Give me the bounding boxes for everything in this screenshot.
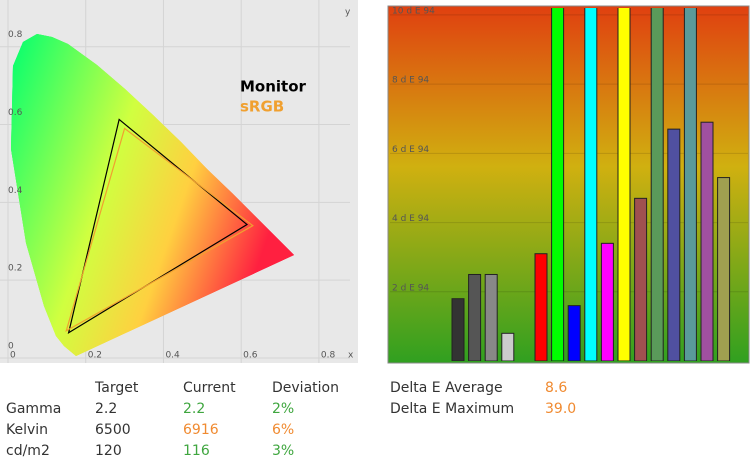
x-tick-label: 0 <box>10 351 16 361</box>
x-tick-label: 0.4 <box>165 351 180 361</box>
bar <box>700 121 714 361</box>
bar <box>567 305 581 361</box>
cell: 2.2 <box>95 401 117 417</box>
bar <box>650 8 664 361</box>
summary-value: 8.6 <box>545 380 567 396</box>
bar <box>451 298 465 361</box>
results-table: Target Current Deviation Gamma 2.2 2.2 2… <box>6 380 339 459</box>
bar <box>584 8 598 361</box>
bar <box>468 273 482 361</box>
y-tick-label: 2 d E 94 <box>392 283 429 293</box>
cell: 2.2 <box>183 401 205 417</box>
header: Target <box>94 380 139 396</box>
bar <box>634 197 648 361</box>
x-axis-label: x <box>348 351 354 361</box>
cell: 116 <box>183 443 210 459</box>
summary-label: Delta E Average <box>390 380 503 396</box>
x-tick-label: 0.8 <box>321 351 336 361</box>
row-label: cd/m2 <box>6 443 50 459</box>
header: Deviation <box>272 380 339 396</box>
y-tick-label: 10 d E 94 <box>392 6 435 16</box>
bar <box>717 177 731 361</box>
cell: 2% <box>272 401 294 417</box>
summary-value: 39.0 <box>545 401 576 417</box>
bar <box>534 253 548 361</box>
y-tick-label: 0.4 <box>8 186 23 196</box>
header: Current <box>183 380 236 396</box>
bar <box>551 8 565 361</box>
cell: 6916 <box>183 422 219 438</box>
y-tick-label: 0.8 <box>8 30 23 40</box>
cell: 120 <box>95 443 122 459</box>
bars <box>451 8 731 361</box>
row-label: Kelvin <box>6 422 48 438</box>
cell: 3% <box>272 443 294 459</box>
bar <box>667 128 681 361</box>
y-tick-label: 4 d E 94 <box>392 214 429 224</box>
legend-srgb: sRGB <box>240 98 284 116</box>
gamut-triangle <box>65 127 254 333</box>
summary: Delta E Average 8.6 Delta E Maximum 39.0 <box>390 380 576 417</box>
bar <box>484 273 498 361</box>
bar <box>501 332 515 361</box>
bar <box>683 8 697 361</box>
row-label: Gamma <box>6 401 61 417</box>
y-tick-label: 0.2 <box>8 264 22 274</box>
y-axis-label: y <box>345 8 351 18</box>
summary-label: Delta E Maximum <box>390 401 514 417</box>
y-tick-label: 8 d E 94 <box>392 76 429 86</box>
cell: 6500 <box>95 422 131 438</box>
y-tick-label: 0 <box>8 342 14 352</box>
x-tick-label: 0.6 <box>243 351 258 361</box>
bar <box>617 8 631 361</box>
cell: 6% <box>272 422 294 438</box>
legend-monitor: Monitor <box>240 78 307 96</box>
x-tick-label: 0.2 <box>88 351 102 361</box>
y-tick-label: 6 d E 94 <box>392 145 429 155</box>
y-tick-label: 0.6 <box>8 108 23 118</box>
bar <box>600 242 614 361</box>
